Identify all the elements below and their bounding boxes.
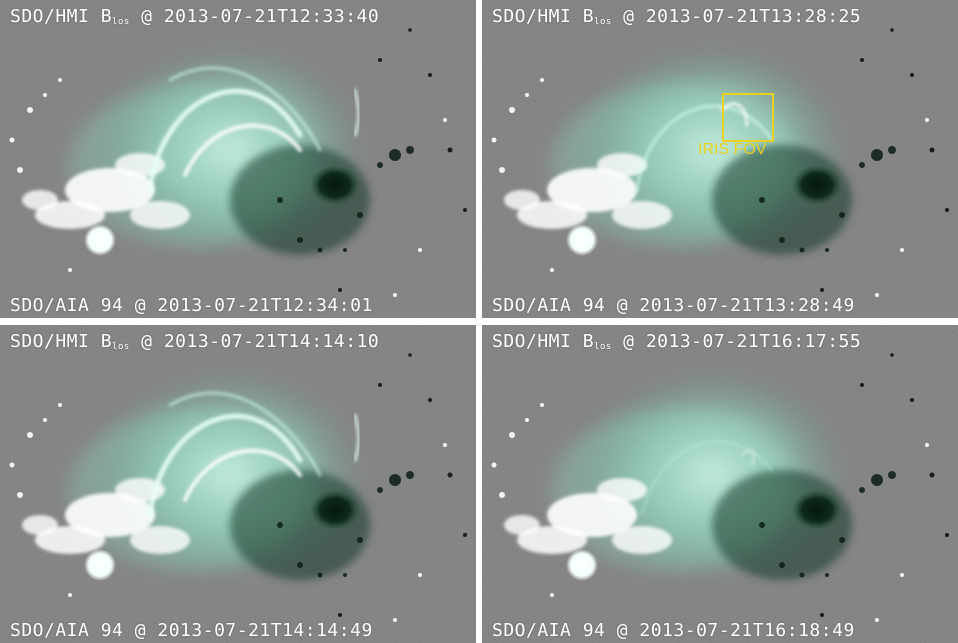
hmi-label: SDO/HMI Blos @ 2013-07-21T14:14:10 [10, 331, 380, 352]
solar-image [482, 325, 958, 643]
aia-label: SDO/AIA 94 @ 2013-07-21T14:14:49 [10, 620, 373, 641]
panel-top-right: SDO/HMI Blos @ 2013-07-21T13:28:25 IRIS … [482, 0, 958, 318]
aia-label: SDO/AIA 94 @ 2013-07-21T13:28:49 [492, 295, 855, 316]
panel-top-left: SDO/HMI Blos @ 2013-07-21T12:33:40 SDO/A… [0, 0, 476, 318]
aia-label: SDO/AIA 94 @ 2013-07-21T12:34:01 [10, 295, 373, 316]
iris-fov-box [722, 93, 774, 142]
hmi-label: SDO/HMI Blos @ 2013-07-21T16:17:55 [492, 331, 862, 352]
aia-label: SDO/AIA 94 @ 2013-07-21T16:18:49 [492, 620, 855, 641]
panel-bottom-right: SDO/HMI Blos @ 2013-07-21T16:17:55 SDO/A… [482, 325, 958, 643]
panel-bottom-left: SDO/HMI Blos @ 2013-07-21T14:14:10 SDO/A… [0, 325, 476, 643]
solar-image [0, 325, 476, 643]
iris-fov-label: IRIS FOV [698, 141, 767, 158]
solar-image [0, 0, 476, 318]
solar-image [482, 0, 958, 318]
hmi-label: SDO/HMI Blos @ 2013-07-21T12:33:40 [10, 6, 380, 27]
hmi-label: SDO/HMI Blos @ 2013-07-21T13:28:25 [492, 6, 862, 27]
